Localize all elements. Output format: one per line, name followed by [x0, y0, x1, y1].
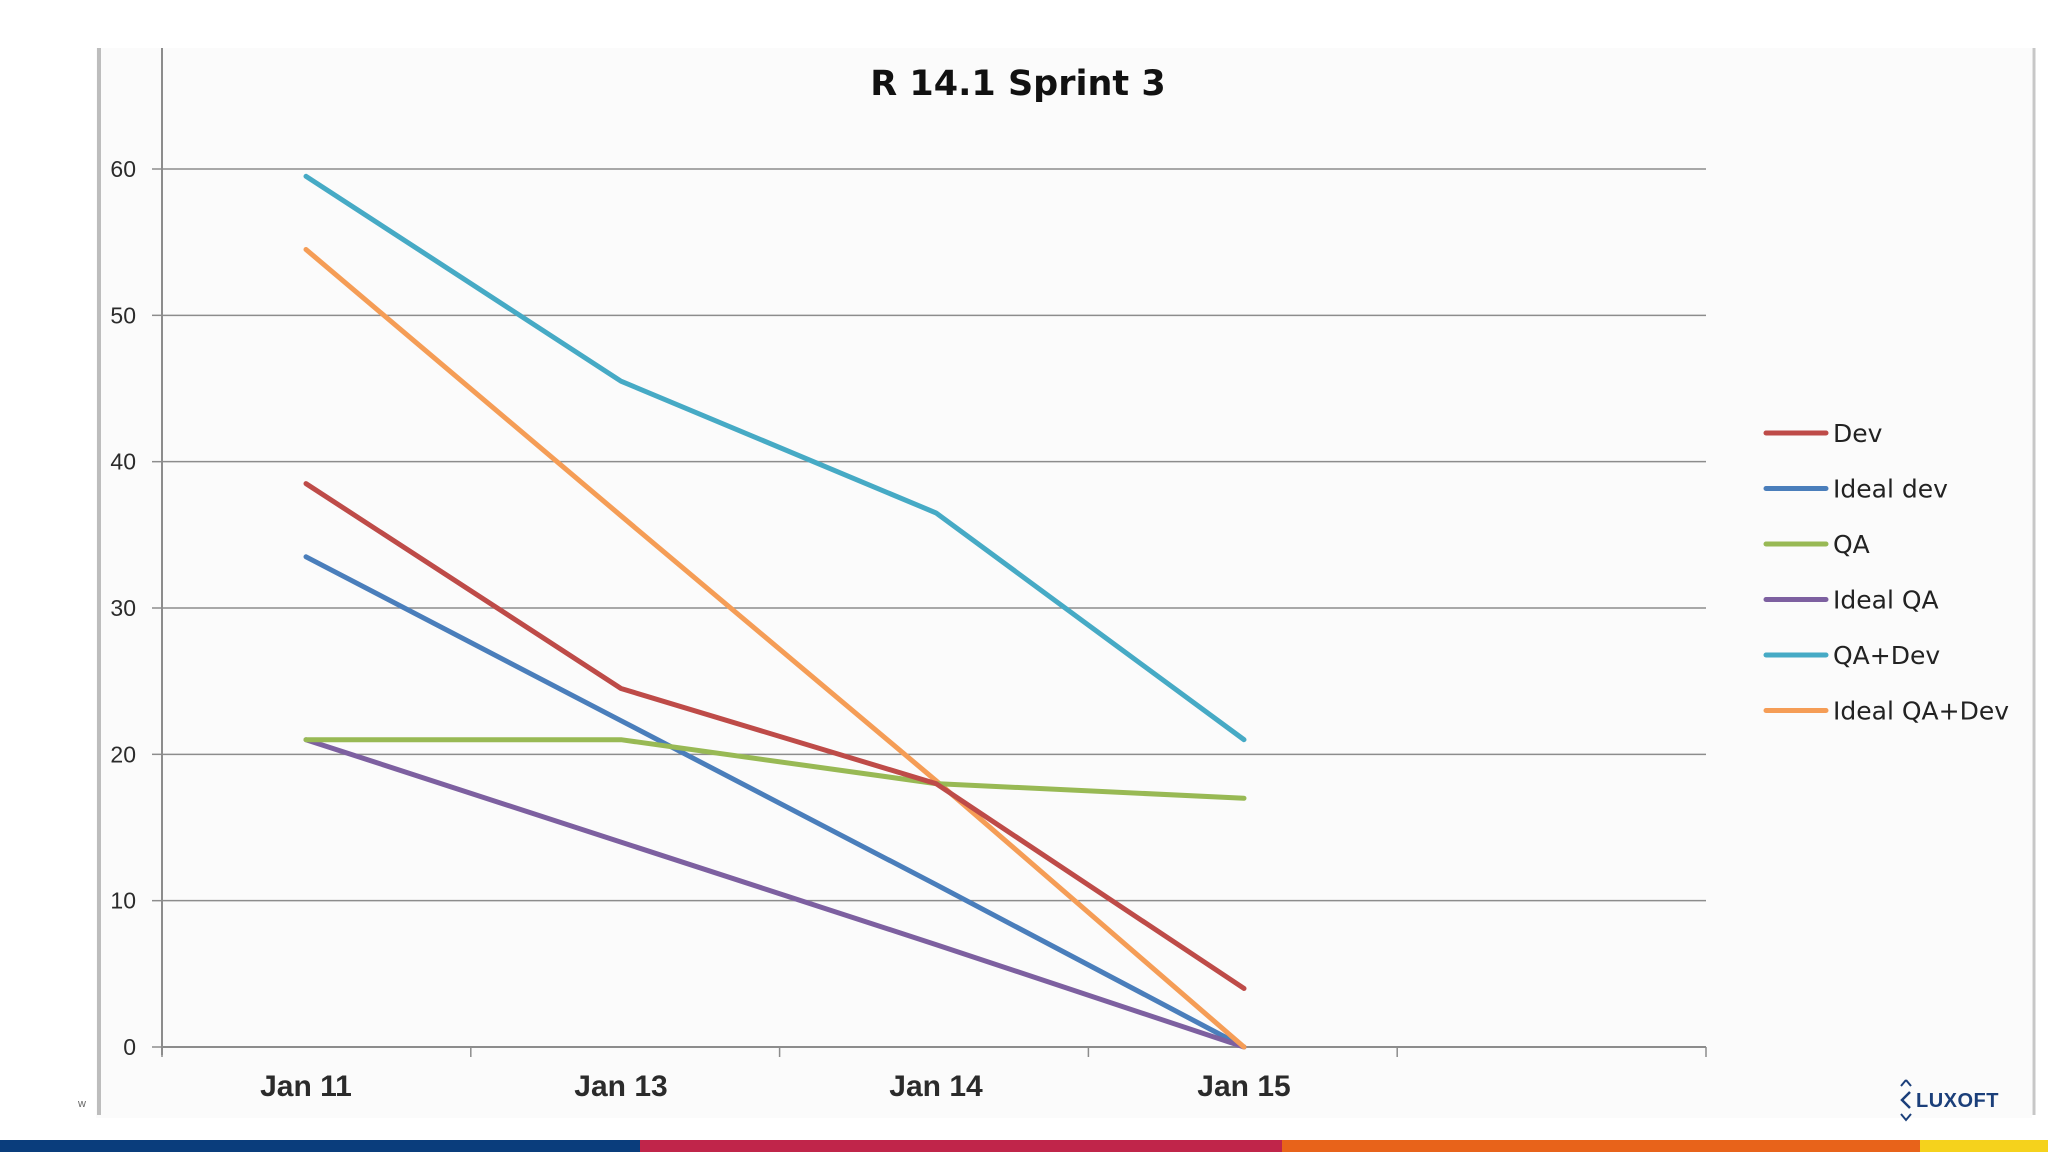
legend-label-ideal-qa: Ideal QA: [1833, 586, 1939, 615]
x-tick-labels: Jan 11 Jan 13 Jan 14 Jan 15: [260, 1070, 1291, 1103]
footer-segment-blue: [0, 1140, 640, 1152]
logo-text: LUXOFT: [1916, 1089, 1999, 1112]
y-tick-label: 40: [110, 449, 136, 475]
x-tick-label: Jan 15: [1197, 1070, 1290, 1103]
series-line-dev: [303, 481, 1247, 991]
legend-label-ideal-qa-dev: Ideal QA+Dev: [1833, 697, 2009, 726]
y-tick-label: 20: [110, 741, 136, 767]
legend: Dev Ideal dev QA Ideal QA QA+Dev Ideal QA+Dev: [1763, 419, 2009, 726]
legend-label-qa-dev: QA+Dev: [1833, 641, 1940, 670]
footer-segment-orange: [1282, 1140, 1920, 1152]
series-line-ideal-qa-dev: [303, 246, 1247, 1050]
x-tick-label: Jan 14: [889, 1070, 983, 1103]
footer-segment-yellow: [1920, 1140, 2048, 1152]
corner-mark: w: [78, 1098, 86, 1110]
y-tick-label: 50: [110, 302, 136, 328]
luxoft-logo: LUXOFT: [1898, 1078, 1999, 1124]
legend-label-dev: Dev: [1833, 419, 1883, 448]
series-line-ideal-dev: [303, 554, 1247, 1050]
footer-segment-crimson: [640, 1140, 1282, 1152]
luxoft-diamond-icon: [1900, 1079, 1912, 1122]
x-tick-label: Jan 13: [574, 1070, 667, 1103]
series-line-ideal-qa: [303, 737, 1247, 1050]
series-line-qa-dev: [303, 173, 1247, 743]
x-tick-label: Jan 11: [260, 1070, 352, 1103]
series-lines: [303, 173, 1247, 1050]
footer-color-bar: [0, 1140, 2048, 1152]
legend-label-qa: QA: [1833, 530, 1870, 559]
y-tick-label: 10: [110, 888, 136, 914]
chart-title: R 14.1 Sprint 3: [870, 64, 1165, 104]
chart-area-background: [96, 48, 2032, 1118]
legend-label-ideal-dev: Ideal dev: [1833, 475, 1948, 504]
y-tick-label: 30: [110, 595, 136, 621]
gridlines: [162, 168, 1706, 902]
axes: [152, 48, 1707, 1057]
y-tick-label: 60: [110, 156, 136, 182]
y-tick-label: 0: [123, 1034, 136, 1060]
series-line-qa: [303, 737, 1247, 801]
y-tick-labels: 0 10 20 30 40 50 60: [110, 156, 136, 1060]
